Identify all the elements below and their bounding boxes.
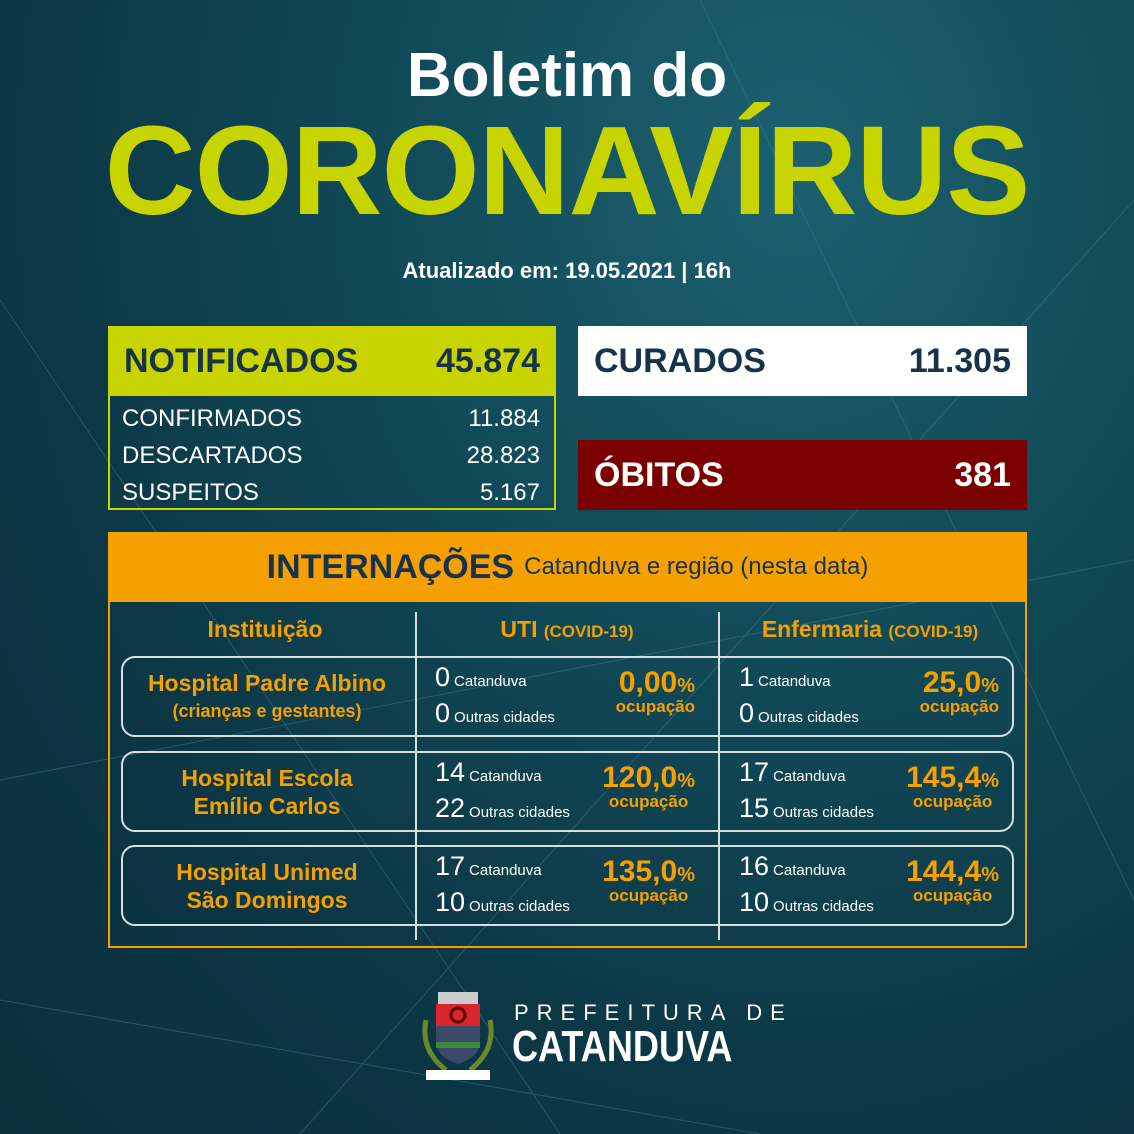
label: SUSPEITOS	[122, 478, 259, 506]
occupancy: 0,00% ocupação	[615, 666, 695, 716]
column-divider	[718, 612, 720, 940]
notificados-breakdown: CONFIRMADOS 11.884 DESCARTADOS 28.823 SUSP…	[108, 396, 556, 510]
obitos-box: ÓBITOS 381	[578, 440, 1027, 510]
label: CONFIRMADOS	[122, 404, 302, 432]
updated-date: Atualizado em: 19.05.2021 | 16h	[402, 258, 732, 283]
uti-cell: 17 Catanduva 10 Outras cidades 135,0% ocupa…	[417, 847, 707, 924]
uti-cell: 14 Catanduva 22 Outras cidades 120,0% ocupa…	[417, 753, 707, 830]
curados-label: CURADOS	[594, 341, 766, 380]
notificados-box: NOTIFICADOS 45.874	[108, 326, 556, 396]
label: DESCARTADOS	[122, 441, 303, 469]
catanduva-count: 0 Catanduva	[435, 662, 527, 692]
internacoes-title: INTERNAÇÕES	[266, 547, 515, 586]
occupancy: 144,4% ocupação	[906, 855, 999, 905]
hospital-name: Hospital Padre Albino (crianças e gestant…	[147, 669, 387, 721]
column-header-instituicao: Instituição	[207, 616, 323, 642]
outras-count: 10 Outras cidades	[435, 887, 570, 917]
internacoes-header: INTERNAÇÕES Catanduva e região (nesta da…	[108, 532, 1027, 602]
outras-count: 22 Outras cidades	[435, 793, 570, 823]
notificados-value: 45.874	[436, 341, 540, 380]
outras-count: 15 Outras cidades	[739, 793, 874, 823]
value: 28.823	[466, 441, 540, 469]
catanduva-label: CATANDUVA	[512, 1022, 733, 1071]
internacoes-table	[108, 602, 1027, 948]
column-header-enfermaria: Enfermaria (COVID-19)	[761, 616, 979, 642]
title-line-1: Boletim do	[406, 41, 728, 110]
occupancy: 120,0% ocupação	[602, 761, 695, 811]
confirmados-row: CONFIRMADOS 11.884	[122, 400, 540, 437]
enf-cell: 17 Catanduva 15 Outras cidades 145,4% ocupa…	[721, 753, 1011, 830]
column-header-uti: UTI (COVID-19)	[500, 616, 634, 642]
outras-count: 0 Outras cidades	[435, 698, 555, 728]
catanduva-count: 1 Catanduva	[739, 662, 831, 692]
catanduva-crest-logo	[422, 992, 494, 1080]
outras-count: 10 Outras cidades	[739, 887, 874, 917]
obitos-value: 381	[954, 455, 1011, 494]
obitos-label: ÓBITOS	[594, 455, 724, 494]
catanduva-count: 14 Catanduva	[435, 757, 542, 787]
occupancy: 135,0% ocupação	[602, 855, 695, 905]
hospital-name: Hospital Escola Emílio Carlos	[181, 764, 353, 819]
uti-cell: 0 Catanduva 0 Outras cidades 0,00% ocupação	[417, 658, 707, 735]
hospital-row: Hospital Escola Emílio Carlos 14 Catanduva…	[121, 751, 1014, 832]
suspeitos-row: SUSPEITOS 5.167	[122, 474, 540, 511]
occupancy: 25,0% ocupação	[919, 666, 999, 716]
enf-cell: 1 Catanduva 0 Outras cidades 25,0% ocupação	[721, 658, 1011, 735]
title-line-2: CORONAVÍRUS	[104, 100, 1031, 241]
value: 11.884	[468, 404, 540, 432]
hospital-name: Hospital Unimed São Domingos	[176, 858, 358, 913]
value: 5.167	[479, 478, 540, 506]
internacoes-subtitle: Catanduva e região (nesta data)	[524, 553, 869, 580]
occupancy: 145,4% ocupação	[906, 761, 999, 811]
outras-count: 0 Outras cidades	[739, 698, 859, 728]
prefeitura-label: PREFEITURA DE	[514, 1000, 793, 1025]
hospital-row: Hospital Padre Albino (crianças e gestant…	[121, 656, 1014, 737]
catanduva-count: 17 Catanduva	[739, 757, 846, 787]
column-divider	[415, 612, 417, 940]
descartados-row: DESCARTADOS 28.823	[122, 437, 540, 474]
catanduva-count: 16 Catanduva	[739, 851, 846, 881]
curados-value: 11.305	[908, 341, 1011, 380]
notificados-label: NOTIFICADOS	[124, 341, 359, 380]
curados-box: CURADOS 11.305	[578, 326, 1027, 396]
catanduva-count: 17 Catanduva	[435, 851, 542, 881]
hospital-row: Hospital Unimed São Domingos 17 Catanduva …	[121, 845, 1014, 926]
enf-cell: 16 Catanduva 10 Outras cidades 144,4% ocupa…	[721, 847, 1011, 924]
